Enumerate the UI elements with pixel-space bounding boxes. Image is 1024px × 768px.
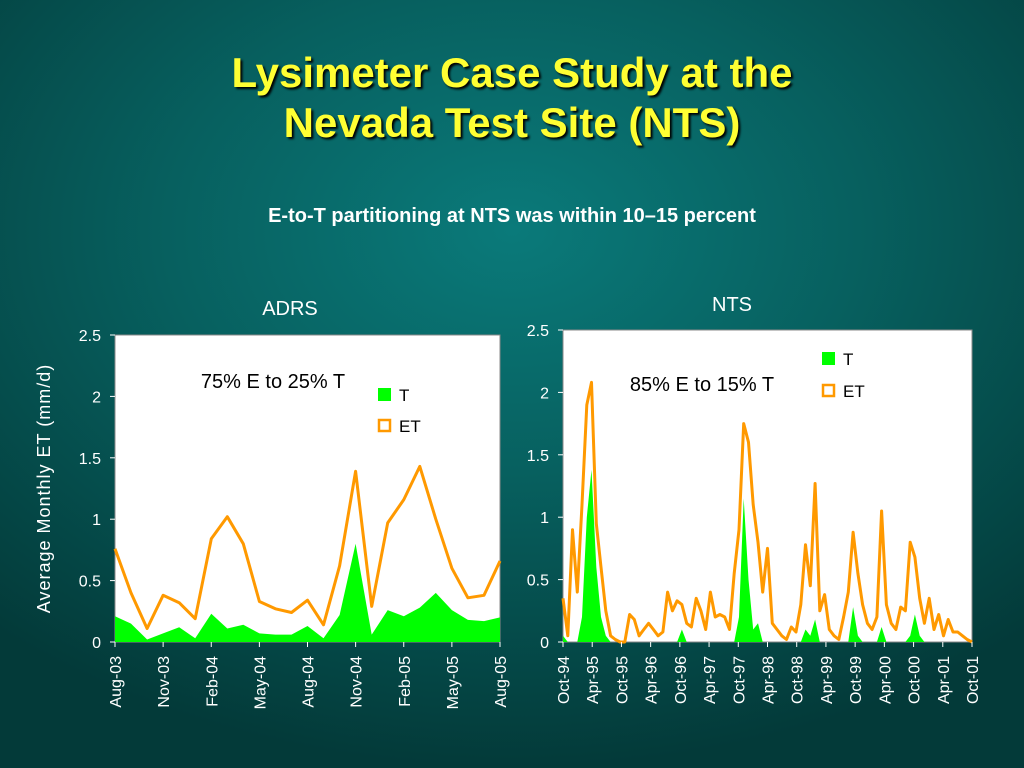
nts-y-tick-label: 0.5 [527,573,549,590]
nts-x-tick-label: Oct-96 [673,656,690,704]
adrs-legend-t-label: T [399,386,409,405]
slide-subtitle: E-to-T partitioning at NTS was within 10… [268,205,756,227]
y-axis-label: Average Monthly ET (mm/d) [34,364,54,613]
adrs-x-tick-label: Feb-04 [204,656,221,707]
nts-chart-title: NTS [712,294,752,316]
nts-x-tick-label: Oct-94 [556,656,573,704]
nts-y-tick-label: 2 [540,385,549,402]
adrs-y-tick-label: 0.5 [79,574,101,591]
nts-annotation: 85% E to 15% T [630,374,774,396]
adrs-x-tick-label: Aug-04 [301,656,318,708]
nts-y-tick-label: 0 [540,635,549,652]
nts-legend-et-swatch [821,383,836,398]
nts-plot-area [562,329,973,643]
adrs-plot-area [114,334,501,643]
adrs-x-tick-label: Aug-03 [108,656,125,708]
nts-x-tick-label: Apr-99 [819,656,836,704]
nts-x-tick-label: Oct-99 [848,656,865,704]
slide-title-line-2: Nevada Test Site (NTS) [283,99,741,146]
adrs-x-tick-label: Aug-05 [493,656,510,708]
nts-legend-t-label: T [843,350,853,369]
nts-x-tick-label: Apr-95 [585,656,602,704]
adrs-legend-et-label: ET [399,417,421,436]
adrs-x-tick-label: Nov-03 [156,656,173,708]
adrs-annotation: 75% E to 25% T [201,371,345,393]
adrs-y-tick-label: 2 [92,389,101,406]
adrs-legend-et-swatch [377,418,392,433]
nts-x-tick-label: Apr-97 [702,656,719,704]
adrs-y-tick-label: 1.5 [79,451,101,468]
nts-x-tick-label: Oct-98 [790,656,807,704]
nts-series-et-line [561,380,973,644]
nts-x-tick-label: Oct-95 [614,656,631,704]
adrs-series-t-area [115,543,500,642]
nts-y-tick-label: 1 [540,510,549,527]
adrs-chart-title: ADRS [262,298,318,320]
adrs-series-et-line [113,464,502,630]
adrs-y-tick-label: 0 [92,635,101,652]
nts-x-tick-label: Oct-01 [965,656,982,704]
nts-x-tick-label: Oct-00 [907,656,924,704]
adrs-y-tick-label: 1 [92,512,101,529]
adrs-x-tick-label: Feb-05 [397,656,414,707]
adrs-y-tick-label: 2.5 [79,328,101,345]
adrs-x-tick-label: Nov-04 [349,656,366,708]
nts-x-tick-label: Apr-00 [877,656,894,704]
nts-legend-t-swatch [822,352,835,365]
nts-x-tick-label: Apr-01 [936,656,953,704]
nts-x-tick-label: Apr-98 [761,656,778,704]
nts-x-tick-label: Apr-96 [644,656,661,704]
nts-x-tick-label: Oct-97 [731,656,748,704]
adrs-x-tick-label: May-05 [445,656,462,709]
slide-title-line-1: Lysimeter Case Study at the [231,49,793,96]
nts-y-tick-label: 2.5 [527,323,549,340]
adrs-legend-t-swatch [378,388,391,401]
slide-title: Lysimeter Case Study at the Nevada Test … [0,48,1024,148]
adrs-x-tick-label: May-04 [252,656,269,709]
nts-legend-et-label: ET [843,382,865,401]
nts-y-tick-label: 1.5 [527,448,549,465]
